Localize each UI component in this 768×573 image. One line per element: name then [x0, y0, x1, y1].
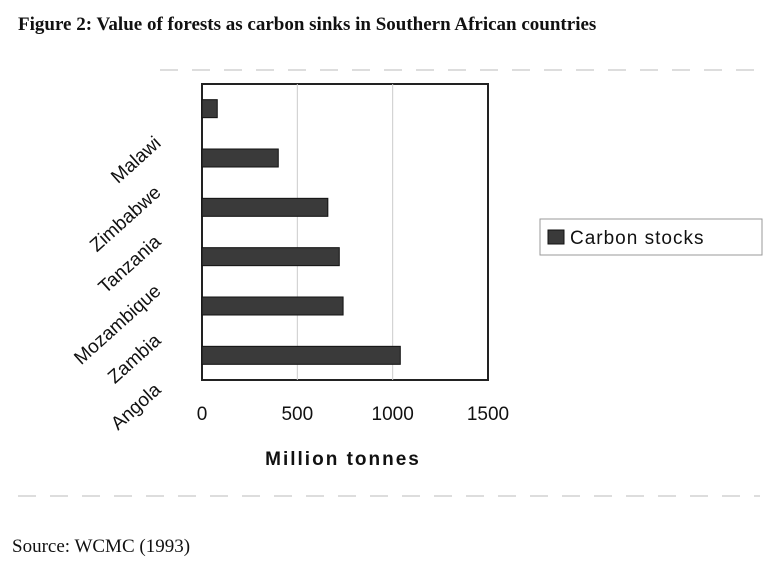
bar-mozambique [201, 247, 340, 267]
legend-label: Carbon stocks [570, 228, 704, 249]
bar-zimbabwe [201, 148, 279, 168]
x-axis-label: Million tonnes [265, 449, 421, 470]
bars [201, 99, 401, 365]
x-tick-labels: 0 500 1000 1500 [197, 404, 509, 425]
bar-malawi [201, 99, 218, 119]
x-tick-label: 500 [281, 404, 313, 425]
source-note: Source: WCMC (1993) [12, 536, 191, 557]
x-tick-label: 1500 [467, 404, 509, 425]
plot-area [201, 83, 489, 381]
legend-box [539, 218, 763, 256]
figure-title: Figure 2: Value of forests as carbon sin… [18, 14, 597, 35]
legend: Carbon stocks [539, 218, 763, 256]
category-label-angola: Angola [107, 379, 165, 434]
gridlines [296, 84, 394, 380]
bar-angola [201, 345, 401, 365]
x-tick-label: 1000 [372, 404, 414, 425]
legend-swatch [547, 229, 565, 245]
bar-tanzania [201, 197, 329, 217]
y-category-labels: AngolaZambiaMozambiqueTanzaniaZimbabweMa… [70, 133, 165, 435]
category-label-malawi: Malawi [107, 133, 165, 188]
x-tick-label: 0 [197, 404, 208, 425]
bar-zambia [201, 296, 344, 316]
